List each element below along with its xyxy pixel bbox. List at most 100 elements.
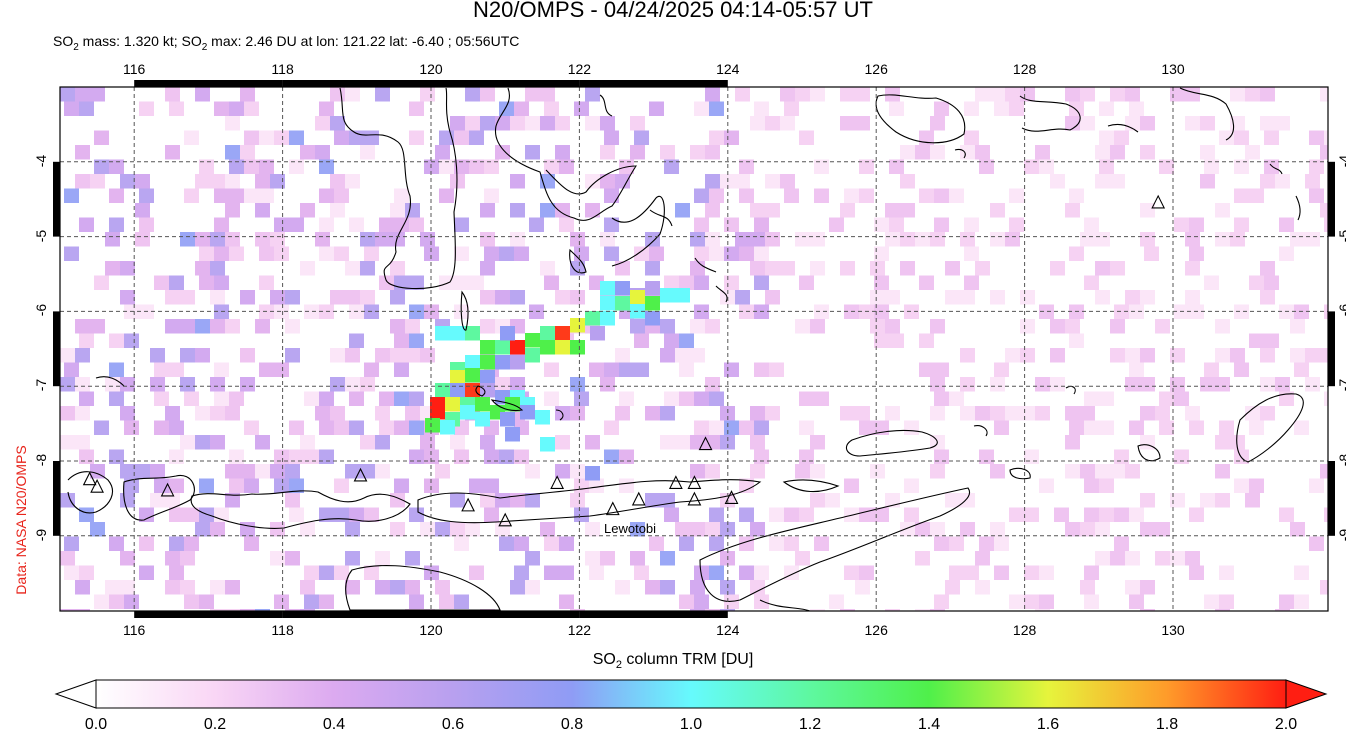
so2-cell [540, 116, 555, 131]
so2-cell [1065, 406, 1080, 421]
so2-plume-cell [460, 405, 475, 420]
so2-cell [330, 290, 345, 305]
so2-plume-cell [465, 355, 480, 370]
so2-cell [240, 522, 255, 537]
lon-tick-bottom: 130 [1161, 622, 1185, 638]
so2-cell [169, 565, 184, 580]
so2-cell [859, 565, 874, 580]
so2-plume-cell [425, 418, 440, 433]
so2-cell [615, 348, 630, 363]
so2-plume-cell [555, 340, 570, 355]
so2-cell [829, 594, 844, 609]
so2-cell [900, 522, 915, 537]
so2-cell [739, 420, 754, 435]
colorbar-tick: 0.6 [441, 716, 465, 733]
so2-cell [1110, 551, 1125, 566]
so2-cell [675, 348, 690, 363]
so2-cell [1260, 116, 1275, 131]
lat-tick-left: -5 [33, 229, 49, 242]
so2-cell [840, 116, 855, 131]
so2-cell [705, 87, 720, 102]
so2-cell [480, 116, 495, 131]
so2-plume-cell [465, 383, 480, 398]
so2-cell [660, 348, 675, 363]
so2-cell [709, 188, 724, 203]
so2-plume-cell [445, 397, 460, 412]
so2-cell [169, 478, 184, 493]
so2-cell [210, 580, 225, 595]
so2-cell [615, 261, 630, 276]
so2-cell [180, 319, 195, 334]
so2-cell [780, 116, 795, 131]
so2-plume-cell [585, 311, 600, 326]
so2-cell [694, 217, 709, 232]
so2-cell [874, 246, 889, 261]
so2-cell [784, 565, 799, 580]
so2-cell [675, 435, 690, 450]
so2-cell [495, 493, 510, 508]
lat-tick-right: -7 [1336, 378, 1346, 392]
so2-cell [1065, 435, 1080, 450]
so2-cell [394, 188, 409, 203]
so2-cell [679, 333, 694, 348]
so2-cell [109, 449, 124, 464]
so2-cell [765, 174, 780, 189]
so2-cell [1309, 536, 1324, 551]
so2-cell [1065, 464, 1080, 479]
so2-cell [960, 145, 975, 160]
so2-cell [660, 145, 675, 160]
so2-cell [424, 478, 439, 493]
so2-plume-cell [645, 296, 660, 311]
so2-cell [964, 275, 979, 290]
so2-cell [600, 116, 615, 131]
volcano-icon [90, 478, 104, 493]
so2-cell [229, 246, 244, 261]
so2-cell [165, 290, 180, 305]
so2-cell [709, 130, 724, 145]
so2-cell [1110, 319, 1125, 334]
so2-cell [454, 449, 469, 464]
so2-cell [319, 391, 334, 406]
so2-cell [705, 319, 720, 334]
so2-cell [304, 594, 319, 609]
volcano-icon [631, 491, 646, 506]
so2-cell [319, 624, 334, 639]
so2-cell [94, 624, 109, 639]
so2-cell [64, 101, 79, 116]
so2-cell [675, 522, 690, 537]
lon-tick-top: 126 [864, 61, 888, 77]
so2-cell [1305, 348, 1320, 363]
so2-cell [750, 580, 765, 595]
so2-plume-cell [465, 326, 480, 341]
so2-cell [210, 406, 225, 421]
so2-cell [60, 551, 75, 566]
so2-cell [454, 217, 469, 232]
so2-cell [649, 246, 664, 261]
so2-cell [94, 130, 109, 145]
so2-cell [75, 609, 90, 611]
so2-cell [585, 87, 600, 102]
so2-cell [60, 406, 75, 421]
volcano-icon [724, 490, 739, 504]
colorbar-tick: 0.8 [560, 716, 584, 733]
so2-cell [409, 101, 424, 116]
so2-cell [285, 464, 300, 479]
so2-cell [1170, 493, 1185, 508]
so2-plume-cell [480, 355, 495, 370]
so2-cell [330, 203, 345, 218]
so2-cell [1140, 348, 1155, 363]
so2-cell [720, 609, 735, 611]
so2-cell [195, 406, 210, 421]
so2-cell [319, 217, 334, 232]
so2-cell [750, 116, 765, 131]
so2-cell [484, 159, 499, 174]
so2-cell [195, 348, 210, 363]
so2-cell [1335, 174, 1346, 189]
so2-cell [75, 319, 90, 334]
so2-cell [349, 333, 364, 348]
so2-cell [349, 420, 364, 435]
so2-cell [585, 522, 600, 537]
so2-cell [855, 116, 870, 131]
so2-cell [859, 159, 874, 174]
so2-cell [514, 449, 529, 464]
